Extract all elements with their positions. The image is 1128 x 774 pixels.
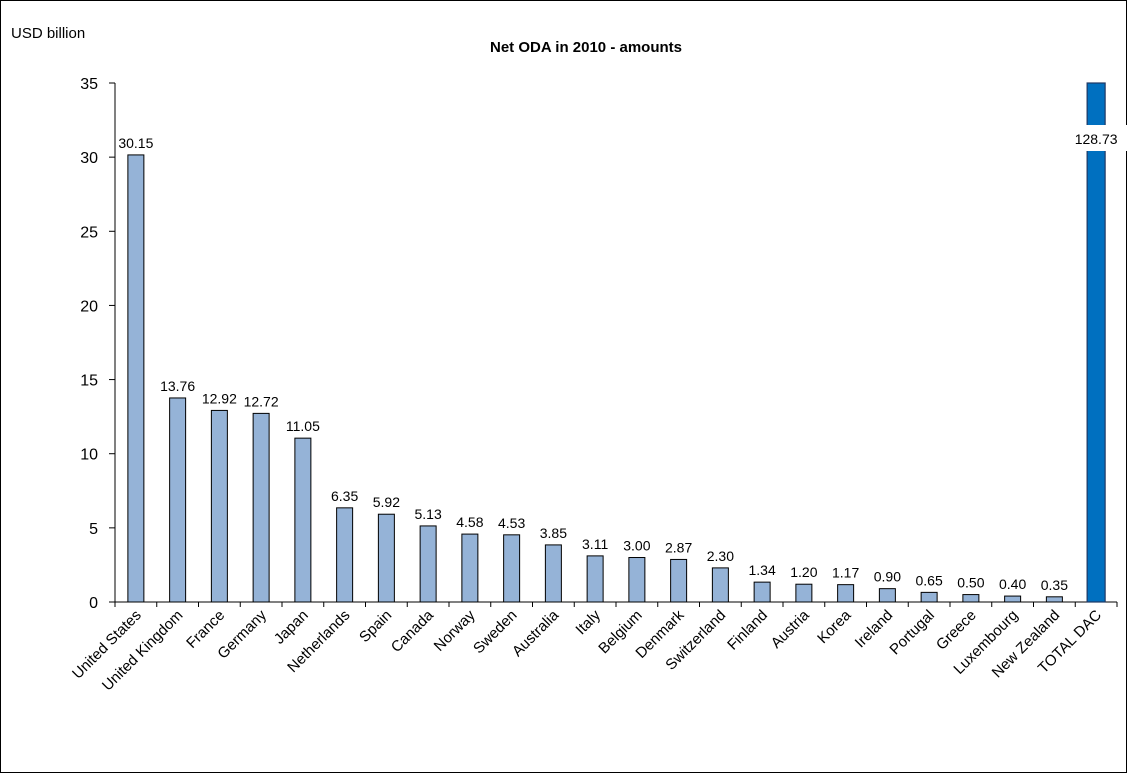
data-label: 0.40 — [999, 576, 1026, 592]
category-label: Austria — [768, 606, 813, 651]
bar — [920, 591, 938, 603]
bar — [711, 567, 729, 603]
category-label: Korea — [814, 606, 855, 647]
bars — [127, 82, 1106, 603]
bar — [419, 525, 437, 603]
data-label: 4.53 — [498, 515, 525, 531]
chart-title: Net ODA in 2010 - amounts — [490, 39, 682, 56]
bar — [252, 412, 270, 603]
data-label: 0.65 — [916, 572, 943, 588]
bar — [586, 555, 604, 603]
data-label-box — [1059, 125, 1128, 151]
category-label: Spain — [356, 607, 395, 646]
bar — [1045, 596, 1063, 603]
data-label: 11.05 — [286, 418, 320, 434]
data-label: 30.15 — [118, 135, 153, 151]
data-label-total-dac: 128.73 — [1075, 131, 1118, 147]
y-tick-label: 15 — [80, 373, 98, 390]
data-label: 1.17 — [832, 565, 859, 581]
y-axis-unit-label: USD billion — [11, 25, 85, 42]
data-label: 0.90 — [874, 569, 901, 585]
bar — [503, 534, 521, 603]
data-label: 6.35 — [331, 488, 358, 504]
bar — [169, 397, 187, 603]
data-label: 3.11 — [582, 536, 608, 552]
bar — [461, 533, 479, 603]
bar — [294, 437, 312, 603]
data-label: 2.87 — [665, 539, 692, 555]
y-tick-label: 10 — [80, 447, 98, 464]
y-tick-label: 30 — [80, 150, 98, 167]
bar — [1004, 595, 1022, 603]
category-label: Italy — [572, 606, 604, 638]
data-label: 3.00 — [623, 538, 650, 554]
category-label: Finland — [724, 607, 771, 654]
bar — [336, 507, 354, 603]
bar — [544, 544, 562, 603]
bar-total-dac — [1086, 82, 1106, 603]
bar — [670, 558, 688, 603]
category-label: Canada — [388, 606, 438, 656]
bar — [377, 513, 395, 603]
y-tick-label: 35 — [80, 76, 98, 93]
data-label: 5.92 — [373, 494, 400, 510]
y-tick-label: 25 — [80, 224, 98, 241]
data-label: 1.20 — [790, 564, 817, 580]
y-tick-label: 20 — [80, 298, 98, 315]
y-tick-label: 5 — [89, 521, 98, 538]
data-label: 0.35 — [1041, 577, 1068, 593]
data-label: 5.13 — [415, 506, 442, 522]
category-label: Australia — [509, 606, 563, 660]
data-label: 2.30 — [707, 548, 734, 564]
bar — [878, 588, 896, 603]
data-label: 13.76 — [160, 378, 195, 394]
category-label: Portugal — [886, 607, 938, 659]
y-tick-label: 0 — [89, 595, 98, 612]
bar — [837, 584, 855, 603]
data-labels: 30.15 13.76 12.92 12.72 11.05 6.35 5.92 5.13 4.5… — [118, 125, 1128, 593]
data-label: 4.58 — [456, 514, 483, 530]
data-label: 12.92 — [202, 390, 237, 406]
data-label: 3.85 — [540, 525, 567, 541]
bar — [628, 557, 646, 603]
bar — [127, 154, 145, 603]
y-axis: 0 5 10 15 20 25 30 35 — [80, 76, 116, 612]
data-label: 12.72 — [244, 393, 279, 409]
data-label: 0.50 — [957, 575, 984, 591]
bar — [795, 583, 813, 603]
data-label: 1.34 — [749, 562, 776, 578]
bar — [753, 581, 771, 603]
bar — [962, 594, 980, 603]
x-axis — [114, 601, 1118, 607]
bar — [210, 409, 228, 603]
